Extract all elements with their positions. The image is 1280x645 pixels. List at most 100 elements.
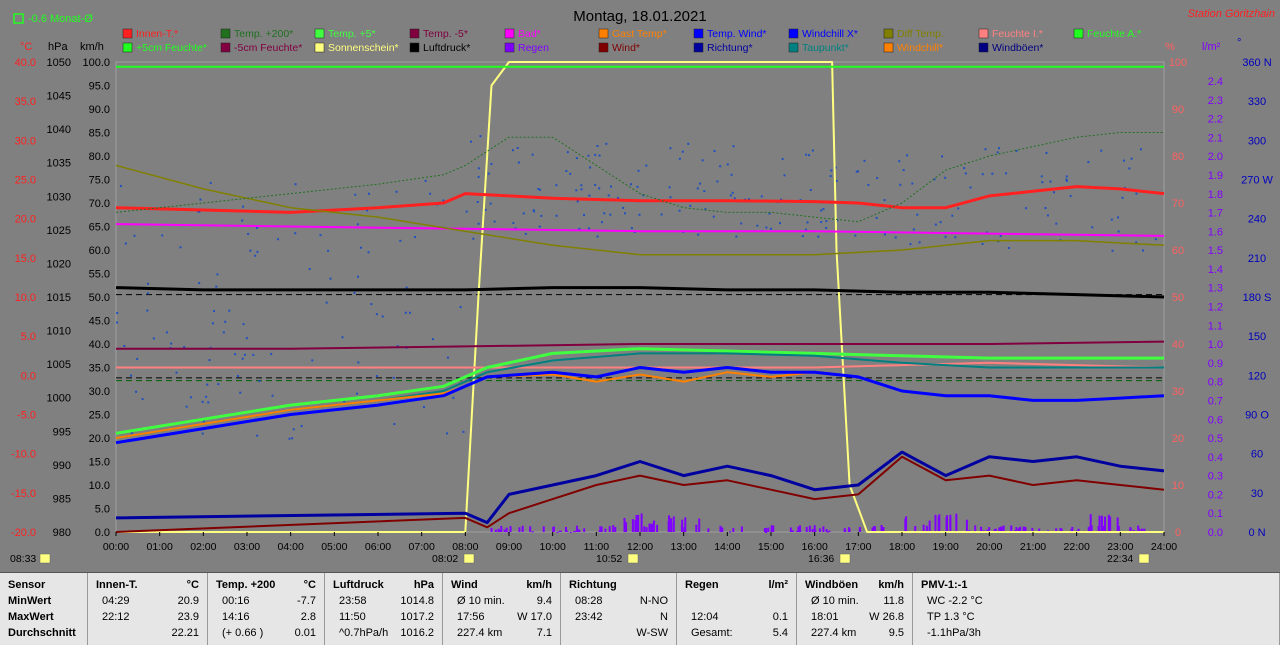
stats-header: PMV-1:-1 xyxy=(921,579,968,591)
y-tick-label: 300 xyxy=(1248,135,1266,147)
direction-point xyxy=(146,292,149,295)
y-tick-label: 1.7 xyxy=(1208,208,1223,220)
direction-point xyxy=(603,212,606,215)
y-tick-label: 1045 xyxy=(47,91,71,103)
y-tick-label: 995 xyxy=(53,426,71,438)
stats-cell: -1.1hPa/3h xyxy=(927,627,981,639)
stats-cell: Gesamt: xyxy=(691,627,733,639)
stats-unit: km/h xyxy=(878,579,904,591)
y-tick-label: 35.0 xyxy=(15,96,36,108)
y-tick-label: 210 xyxy=(1248,253,1266,265)
rain-bar xyxy=(645,527,648,532)
rain-bar xyxy=(583,528,586,532)
legend-label: Regen xyxy=(518,42,549,54)
rain-bar xyxy=(608,526,611,532)
direction-point xyxy=(254,254,257,257)
y-tick-label: 2.0 xyxy=(1208,151,1223,163)
direction-point xyxy=(801,235,804,238)
direction-point xyxy=(660,213,663,216)
plot-area xyxy=(115,61,1165,533)
legend-label: Innen-T.* xyxy=(136,28,178,40)
direction-point xyxy=(199,198,202,201)
stats-table: Sensor MinWert MaxWert Durchschnitt Innen-T.… xyxy=(0,572,1280,645)
rain-bar xyxy=(542,526,545,532)
series-line-innen-t xyxy=(115,185,1165,214)
sunrise-icon xyxy=(39,553,51,564)
rain-marker-icon xyxy=(1138,553,1150,564)
direction-point xyxy=(292,428,295,431)
direction-point xyxy=(532,209,535,212)
rain-bar xyxy=(955,513,958,532)
rain-bar xyxy=(614,526,617,532)
sun-icon xyxy=(463,553,475,564)
direction-point xyxy=(697,233,700,236)
rain-bar xyxy=(1024,528,1027,532)
rain-bar xyxy=(1022,526,1025,532)
stats-unit: hPa xyxy=(413,579,434,591)
direction-point xyxy=(951,214,954,217)
direction-point xyxy=(1065,175,1068,178)
direction-point xyxy=(224,320,227,323)
stats-cell: 00:16 xyxy=(222,595,250,607)
rain-bar xyxy=(695,524,698,532)
direction-point xyxy=(462,430,465,433)
stats-cell: 17:56 xyxy=(457,611,485,623)
direction-point xyxy=(136,357,139,360)
rain-bar xyxy=(999,529,1002,532)
rain-bar xyxy=(518,527,521,532)
event-time: 08:33 xyxy=(10,553,36,565)
direction-point xyxy=(1154,238,1157,241)
direction-point xyxy=(804,228,807,231)
rain-bar xyxy=(872,529,875,532)
x-tick-label: 05:00 xyxy=(321,541,347,553)
legend-swatch xyxy=(788,28,799,39)
direction-point xyxy=(867,183,870,186)
direction-point xyxy=(689,204,692,207)
y-tick-label: 1030 xyxy=(47,191,71,203)
stats-cell: WC -2.2 °C xyxy=(927,595,983,607)
y-tick-label: 180 S xyxy=(1243,292,1272,304)
y-tick-label: 70 xyxy=(1172,198,1184,210)
direction-point xyxy=(1130,157,1133,160)
direction-point xyxy=(357,361,360,364)
legend-swatch xyxy=(122,42,133,53)
direction-point xyxy=(876,177,879,180)
rain-bar xyxy=(559,530,562,532)
legend-swatch xyxy=(220,42,231,53)
direction-point xyxy=(256,434,259,437)
y-tick-label: 1.1 xyxy=(1208,320,1223,332)
series-line-wind xyxy=(115,455,1165,533)
direction-point xyxy=(243,353,246,356)
legend-swatch xyxy=(883,28,894,39)
rain-bar xyxy=(612,525,615,532)
y-tick-label: 120 xyxy=(1248,370,1266,382)
legend-swatch xyxy=(220,28,231,39)
direction-point xyxy=(991,172,994,175)
rain-bar xyxy=(1055,528,1058,532)
direction-point xyxy=(830,169,833,172)
rain-bar xyxy=(1059,527,1062,532)
direction-point xyxy=(329,277,332,280)
rain-bar xyxy=(1017,528,1020,532)
legend-label: Taupunkt* xyxy=(802,42,849,54)
y-tick-label: 0.1 xyxy=(1208,508,1223,520)
rain-bar xyxy=(623,517,626,532)
y-tick-label: -5.0 xyxy=(17,410,36,422)
direction-point xyxy=(854,234,857,237)
direction-point xyxy=(1041,181,1044,184)
direction-point xyxy=(587,154,590,157)
direction-point xyxy=(539,188,542,191)
rain-bar xyxy=(732,527,735,532)
direction-point xyxy=(146,309,149,312)
direction-point xyxy=(135,390,138,393)
direction-point xyxy=(589,166,592,169)
rain-bar xyxy=(529,526,532,532)
direction-point xyxy=(719,165,722,168)
y-tick-label: 30 xyxy=(1251,488,1263,500)
legend-label: Gast Temp* xyxy=(612,28,667,40)
y-tick-label: 360 N xyxy=(1242,57,1271,69)
stats-column: Sensor MinWert MaxWert Durchschnitt xyxy=(0,573,88,645)
direction-point xyxy=(1046,214,1049,217)
direction-point xyxy=(1065,178,1068,181)
direction-point xyxy=(687,142,690,145)
